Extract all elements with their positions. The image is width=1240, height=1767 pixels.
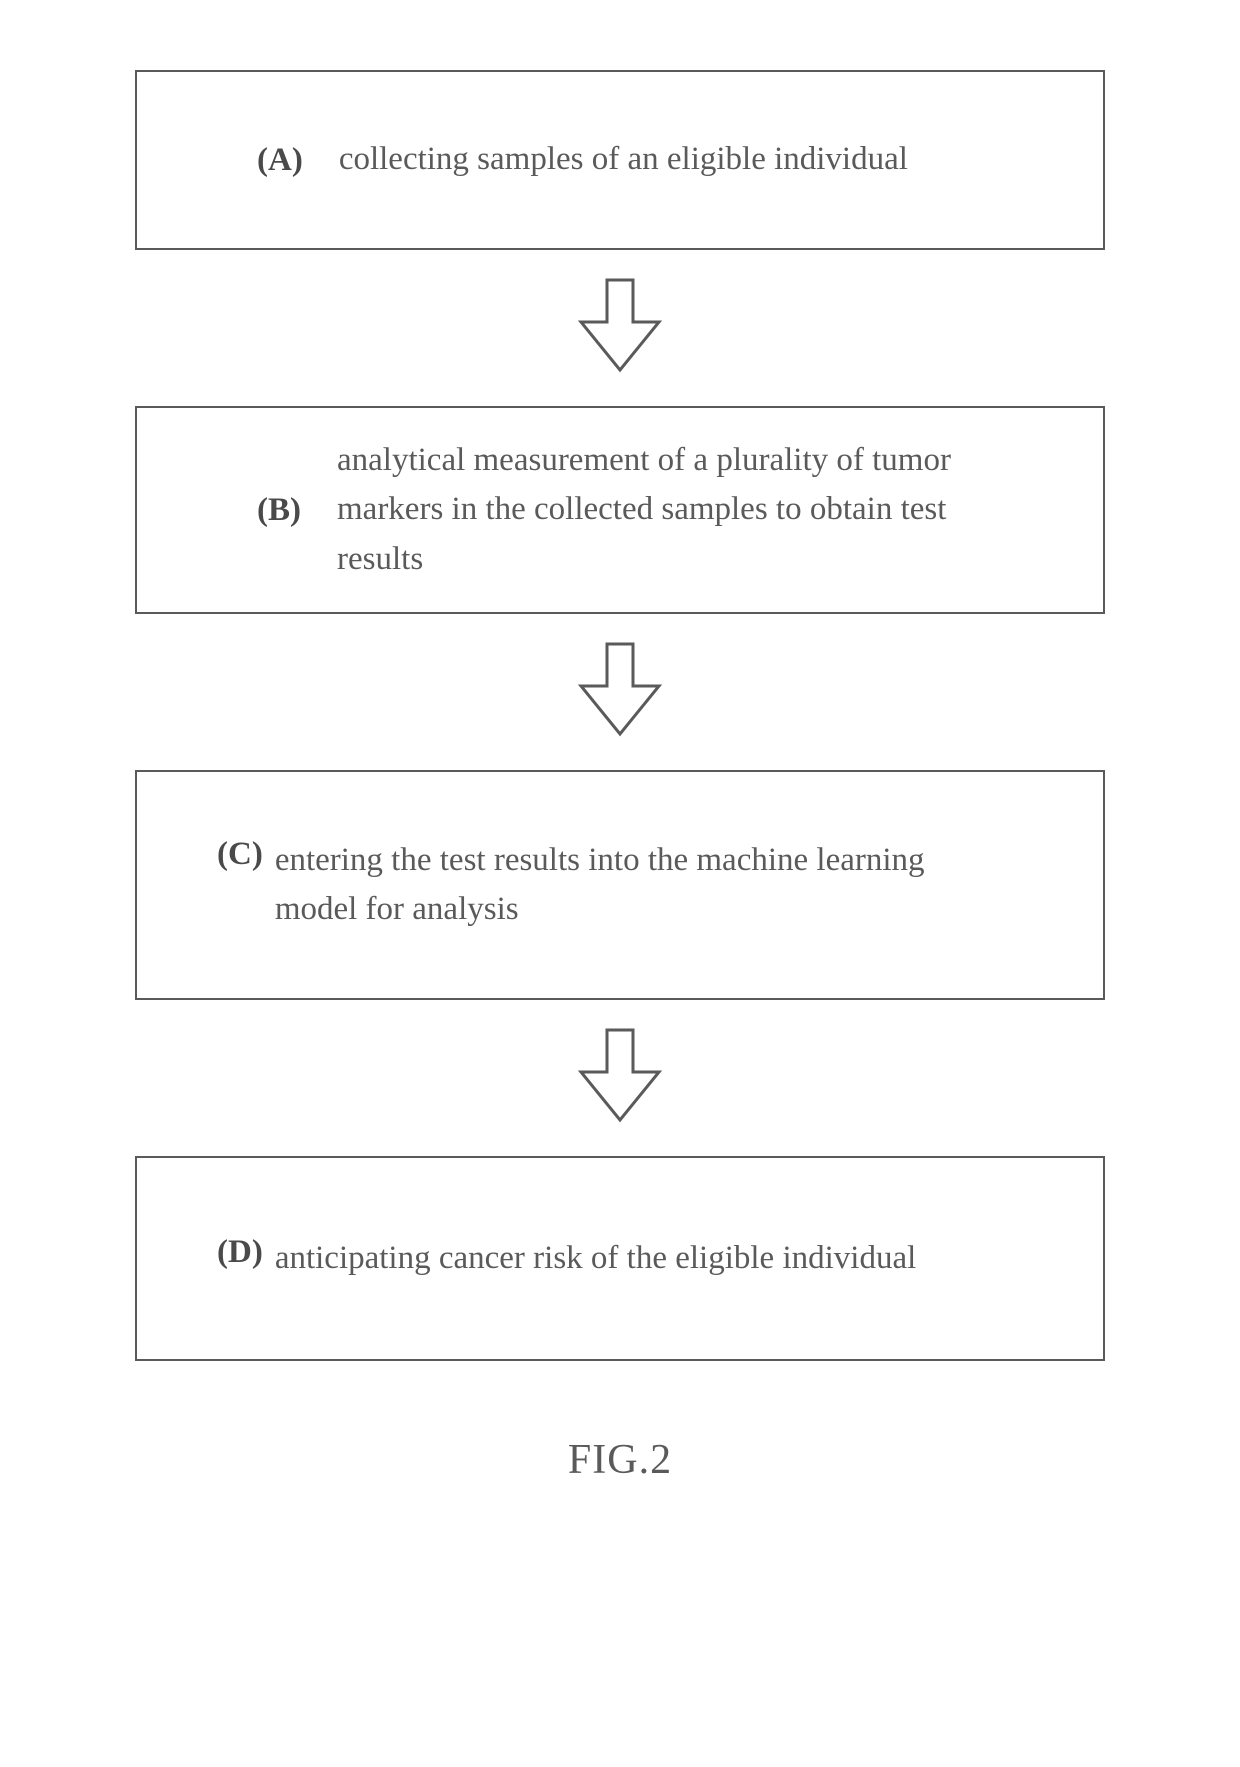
node-content: (C) entering the test results into the m… (217, 836, 975, 935)
flowchart-container: (A) collecting samples of an eligible in… (0, 70, 1240, 1361)
arrow-down-icon (577, 1028, 663, 1128)
step-text: collecting samples of an eligible indivi… (339, 135, 908, 185)
step-label: (C) (217, 836, 263, 873)
step-text: analytical measurement of a plurality of… (337, 436, 1037, 585)
node-content: (B) analytical measurement of a pluralit… (257, 436, 1037, 585)
step-text: entering the test results into the machi… (275, 836, 975, 935)
step-text: anticipating cancer risk of the eligible… (275, 1234, 916, 1284)
node-content: (A) collecting samples of an eligible in… (257, 135, 908, 185)
figure-label: FIG.2 (0, 1436, 1240, 1484)
step-label: (B) (257, 492, 301, 529)
step-label: (D) (217, 1234, 263, 1271)
arrow-down-icon (577, 642, 663, 742)
flowchart-node-b: (B) analytical measurement of a pluralit… (135, 406, 1105, 614)
node-content: (D) anticipating cancer risk of the elig… (217, 1234, 916, 1284)
arrow-down-icon (577, 278, 663, 378)
flowchart-node-d: (D) anticipating cancer risk of the elig… (135, 1156, 1105, 1361)
flowchart-node-a: (A) collecting samples of an eligible in… (135, 70, 1105, 250)
flowchart-node-c: (C) entering the test results into the m… (135, 770, 1105, 1000)
step-label: (A) (257, 142, 303, 179)
